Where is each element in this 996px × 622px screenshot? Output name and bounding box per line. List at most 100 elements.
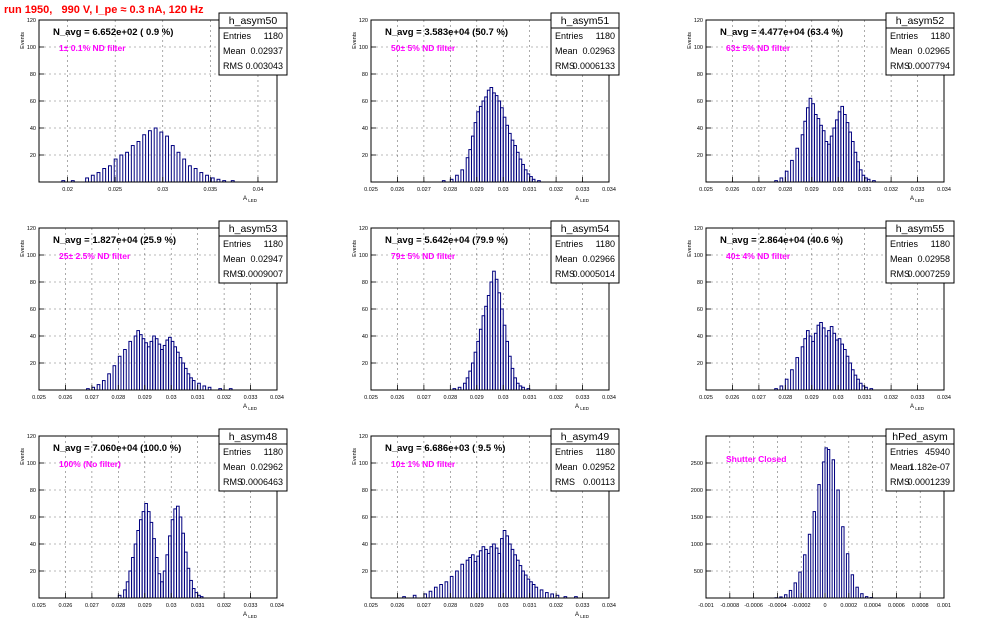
y-tick-label: 20 xyxy=(30,569,36,575)
histogram-bin xyxy=(136,141,141,183)
stats-value: 0.0009007 xyxy=(240,269,283,279)
histogram-bin xyxy=(455,570,459,599)
stats-label: Mean xyxy=(555,46,578,56)
x-tick-label: 0.034 xyxy=(270,395,284,401)
stats-value: 1180 xyxy=(931,239,950,249)
histogram-bin xyxy=(793,582,797,599)
filter-note: 40± 4% ND filter xyxy=(726,251,791,261)
x-tick-label: 0.029 xyxy=(805,395,819,401)
x-axis-label: A LED xyxy=(243,612,258,619)
stats-box xyxy=(218,428,288,492)
histogram-bin xyxy=(817,484,821,599)
histogram-bin xyxy=(107,165,112,183)
histogram-bin xyxy=(428,590,433,599)
navg-label: N_avg = 1.827e+04 (25.9 %) xyxy=(53,235,176,246)
histogram-bin xyxy=(165,135,169,183)
stats-value: 0.02952 xyxy=(582,462,615,472)
histogram-bin xyxy=(790,369,794,391)
y-tick-label: 60 xyxy=(362,99,368,105)
x-tick-label: 0.032 xyxy=(549,395,563,401)
y-tick-label: 80 xyxy=(30,488,36,494)
histogram-bin xyxy=(455,174,459,183)
stats-value: 0.0006463 xyxy=(240,477,283,487)
y-tick-label: 120 xyxy=(27,434,36,440)
y-tick-label: 100 xyxy=(694,253,703,259)
histogram-bin xyxy=(107,373,111,391)
x-tick-label: 0.031 xyxy=(523,395,537,401)
x-tick-label: 0.034 xyxy=(937,187,951,193)
y-tick-label: 120 xyxy=(359,18,368,24)
x-tick-label: 0.026 xyxy=(726,187,740,193)
x-tick-label: -0.0004 xyxy=(768,603,787,609)
stats-value: 1180 xyxy=(264,31,283,41)
x-tick-label: 0.029 xyxy=(805,187,819,193)
x-tick-label: 0.032 xyxy=(549,603,563,609)
x-axis-label: A LED xyxy=(575,404,590,411)
filter-note: 1± 0.1% ND filter xyxy=(59,43,126,53)
histogram-bin xyxy=(96,172,101,183)
histogram-panel-h_asym48: 0.025 0.026 0.027 0.028 0.029 0.03 0.031 0.032 0… xyxy=(20,428,288,619)
stats-value: 0.02937 xyxy=(250,46,283,56)
histogram-title: h_asym55 xyxy=(896,223,945,235)
x-tick-label: 0.025 xyxy=(364,187,378,193)
x-tick-label: 0.026 xyxy=(59,603,73,609)
x-tick-label: -0.0006 xyxy=(744,603,763,609)
stats-box xyxy=(885,428,955,492)
y-tick-label: 100 xyxy=(359,45,368,51)
stats-value: 1180 xyxy=(596,447,615,457)
stats-label: Entries xyxy=(223,31,252,41)
y-tick-label: 100 xyxy=(27,253,36,259)
histogram-bin xyxy=(460,563,465,599)
y-tick-label: 80 xyxy=(697,72,703,78)
x-tick-label: 0.033 xyxy=(576,395,590,401)
histogram-bin xyxy=(795,147,800,183)
y-tick-label: 80 xyxy=(30,72,36,78)
stats-label: Entries xyxy=(555,239,584,249)
x-tick-label: 0.028 xyxy=(443,395,457,401)
histogram-bin xyxy=(159,131,164,183)
y-tick-label: 40 xyxy=(697,126,703,132)
x-tick-label: 0.031 xyxy=(858,395,872,401)
histogram-panel-h_asym50: 0.02 0.025 0.03 0.035 0.04 20 40 60 80 100 120 A LE… xyxy=(20,12,288,203)
histogram-bin xyxy=(790,159,794,183)
navg-label: N_avg = 5.642e+04 (79.9 %) xyxy=(385,235,508,246)
stats-value: 0.02963 xyxy=(582,46,615,56)
stats-box xyxy=(218,12,288,76)
x-tick-label: 0.031 xyxy=(858,187,872,193)
y-tick-label: 40 xyxy=(697,334,703,340)
x-tick-label: 0.029 xyxy=(138,603,152,609)
x-tick-label: 0.033 xyxy=(244,395,258,401)
stats-label: Mean xyxy=(890,254,913,264)
x-tick-label: 0.029 xyxy=(138,395,152,401)
y-tick-label: 60 xyxy=(30,307,36,313)
histogram-bin xyxy=(119,154,124,183)
histogram-bin xyxy=(539,589,544,599)
stats-box xyxy=(550,220,620,284)
y-tick-label: 60 xyxy=(362,307,368,313)
stats-label: RMS xyxy=(223,269,243,279)
histogram-bin xyxy=(125,151,129,183)
histogram-bin xyxy=(128,340,133,391)
y-axis-label: Events xyxy=(352,240,358,257)
x-tick-label: 0.025 xyxy=(364,603,378,609)
x-tick-label: 0.034 xyxy=(937,395,951,401)
x-tick-label: 0.025 xyxy=(699,395,713,401)
y-tick-label: 60 xyxy=(697,307,703,313)
histogram-panel-h_asym52: 0.025 0.026 0.027 0.028 0.029 0.03 0.031 0.032 0… xyxy=(687,12,955,203)
stats-box xyxy=(218,220,288,284)
y-tick-label: 60 xyxy=(697,99,703,105)
stats-label: Mean xyxy=(223,254,246,264)
y-tick-label: 80 xyxy=(697,280,703,286)
y-tick-label: 40 xyxy=(362,542,368,548)
histogram-bin xyxy=(193,168,198,183)
x-tick-label: 0.032 xyxy=(884,395,898,401)
histogram-bin xyxy=(170,145,175,183)
histogram-bin xyxy=(444,581,449,599)
histogram-bin xyxy=(545,592,549,599)
y-tick-label: 20 xyxy=(362,569,368,575)
stats-label: RMS xyxy=(890,269,910,279)
x-tick-label: 0.027 xyxy=(752,395,766,401)
stats-box xyxy=(885,220,955,284)
histogram-bin xyxy=(433,586,438,599)
y-axis-label: Events xyxy=(352,32,358,49)
